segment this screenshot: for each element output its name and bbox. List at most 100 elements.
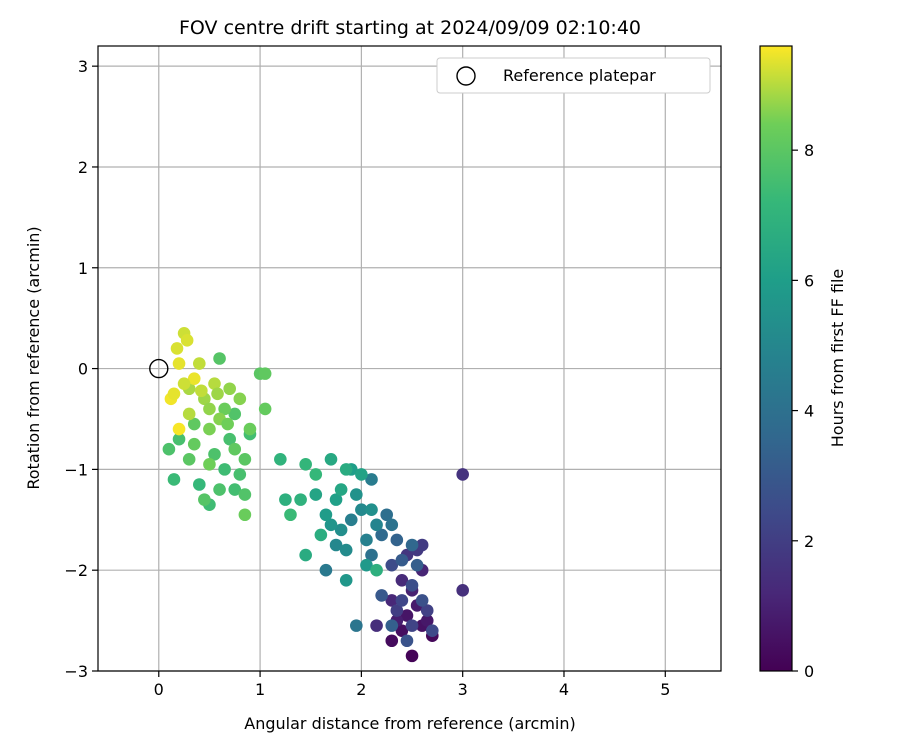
data-point [203, 458, 216, 471]
legend: Reference platepar [436, 57, 711, 94]
data-point [274, 453, 287, 466]
y-tick-label: 1 [78, 259, 88, 278]
data-point [223, 432, 236, 446]
data-point [425, 624, 439, 637]
y-tick-label: −3 [64, 662, 88, 681]
y-axis-label: Rotation from reference (arcmin) [24, 226, 43, 489]
y-tick-label: −1 [64, 460, 88, 479]
data-point [238, 453, 252, 466]
legend-label: Reference platepar [503, 66, 656, 85]
reference-layer [149, 358, 169, 379]
y-tick-label: 3 [78, 57, 88, 76]
data-point [385, 634, 399, 648]
colorbar-tick-label: 2 [804, 532, 814, 551]
data-point [221, 417, 234, 431]
data-point [193, 357, 206, 370]
data-point [410, 558, 424, 572]
colorbar: 0 2 4 6 8 Hours from first FF file [759, 45, 847, 681]
data-point [172, 422, 186, 436]
data-point [456, 468, 469, 481]
colorbar-tick-label: 6 [804, 271, 814, 290]
grid-layer [98, 46, 721, 672]
data-point [233, 468, 247, 481]
colorbar-gradient [759, 45, 793, 672]
data-point [420, 614, 434, 627]
data-point [395, 624, 409, 637]
points-layer [162, 326, 469, 663]
y-tick-label: −2 [64, 561, 88, 580]
data-point [213, 483, 226, 496]
colorbar-tick-label: 8 [804, 141, 814, 160]
data-point [238, 508, 252, 522]
data-point [180, 334, 194, 347]
data-point [211, 387, 224, 401]
data-point [170, 342, 184, 355]
colorbar-label: Hours from first FF file [828, 269, 847, 448]
data-point [400, 634, 414, 648]
data-point [329, 493, 343, 506]
data-point [193, 478, 206, 491]
data-point [355, 503, 368, 517]
ticks-layer: 0 1 2 3 4 5 −3 −2 −1 0 1 2 3 [64, 57, 670, 699]
data-point [258, 367, 272, 380]
data-point [319, 563, 333, 577]
data-point [415, 538, 429, 552]
x-tick-label: 4 [559, 680, 569, 699]
data-point [420, 604, 434, 617]
data-point [228, 483, 242, 496]
data-point [355, 468, 368, 481]
data-point [385, 594, 399, 607]
data-point [339, 463, 353, 476]
data-point [208, 447, 221, 461]
data-point [339, 543, 353, 557]
data-point [375, 589, 388, 602]
data-point [334, 523, 348, 537]
data-point [228, 407, 242, 421]
data-point [360, 533, 373, 547]
data-point [279, 493, 292, 506]
data-point [375, 528, 388, 542]
data-point [258, 402, 272, 416]
data-point [162, 442, 176, 456]
data-point [284, 508, 297, 522]
data-point [213, 352, 226, 365]
data-point [294, 493, 307, 506]
data-point [324, 518, 338, 532]
chart-title: FOV centre drift starting at 2024/09/09 … [179, 17, 641, 39]
data-point [218, 463, 231, 476]
data-point [350, 488, 363, 501]
data-point [390, 533, 404, 547]
x-tick-label: 0 [154, 680, 164, 699]
x-tick-label: 2 [356, 680, 366, 699]
data-point [329, 538, 343, 552]
data-point [395, 573, 409, 587]
data-point [208, 377, 221, 391]
data-point [395, 594, 409, 607]
data-point [187, 417, 201, 431]
colorbar-ticks: 0 2 4 6 8 [792, 141, 814, 681]
data-point [395, 553, 409, 567]
colorbar-tick-label: 4 [804, 402, 814, 421]
data-point [370, 619, 383, 632]
x-tick-label: 5 [660, 680, 670, 699]
data-point [198, 493, 211, 506]
data-point [334, 483, 348, 496]
data-point [385, 558, 399, 572]
y-tick-label: 0 [78, 360, 88, 379]
data-point [309, 488, 323, 501]
data-point [365, 503, 378, 517]
data-point [299, 548, 312, 562]
data-point [405, 538, 419, 552]
data-point [223, 382, 236, 396]
data-point [182, 453, 196, 466]
data-point [390, 604, 404, 617]
x-tick-label: 1 [255, 680, 265, 699]
data-point [319, 508, 333, 522]
data-point [187, 372, 201, 385]
data-point [299, 458, 312, 471]
data-point [177, 377, 191, 391]
data-point [172, 357, 186, 370]
data-point [360, 558, 373, 572]
data-point [324, 453, 338, 466]
